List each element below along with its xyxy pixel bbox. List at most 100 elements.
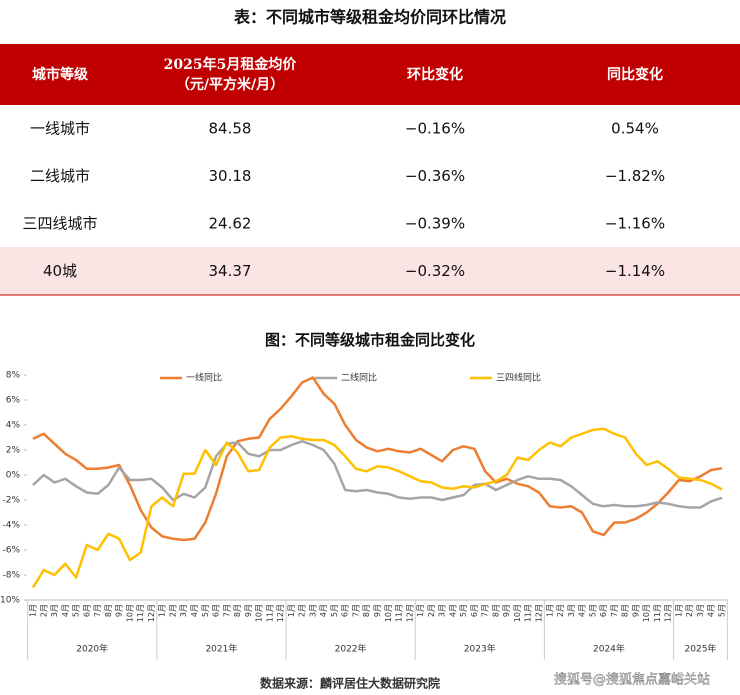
y-tick-label: -4%: [2, 521, 20, 531]
header-cell: 城市等级: [32, 66, 89, 83]
x-tick-label: 3月: [696, 604, 705, 617]
x-tick-label: 5月: [718, 604, 727, 617]
table-cell: 三四线城市: [22, 215, 97, 233]
x-tick-label: 2月: [556, 604, 565, 617]
x-tick-label: 7月: [351, 604, 360, 617]
x-tick-label: 4月: [707, 604, 716, 617]
x-group-label: 2023年: [464, 643, 496, 655]
series-line: [31, 427, 723, 589]
x-tick-label: 6月: [82, 604, 91, 617]
x-tick-label: 8月: [491, 604, 500, 617]
x-tick-label: 11月: [136, 604, 145, 622]
x-tick-label: 6月: [470, 604, 479, 617]
x-group-label: 2021年: [205, 643, 237, 655]
x-tick-label: 1月: [674, 604, 683, 617]
x-tick-label: 6月: [341, 604, 350, 617]
x-tick-label: 11月: [265, 604, 274, 622]
table-cell: −1.14%: [605, 262, 665, 280]
x-tick-label: 2月: [39, 604, 48, 617]
x-tick-label: 8月: [104, 604, 113, 617]
y-tick-label: -10%: [0, 596, 20, 606]
table-cell: −1.82%: [605, 167, 665, 185]
x-tick-label: 6月: [599, 604, 608, 617]
y-tick-label: 2%: [6, 446, 21, 456]
x-tick-label: 2月: [168, 604, 177, 617]
x-tick-label: 3月: [438, 604, 447, 617]
x-tick-label: 12月: [276, 604, 285, 622]
table-cell: 84.58: [209, 120, 252, 138]
x-tick-label: 10月: [384, 604, 393, 622]
x-tick-label: 4月: [190, 604, 199, 617]
y-tick-label: -2%: [2, 496, 20, 506]
x-tick-label: 4月: [319, 604, 328, 617]
y-tick-label: 4%: [6, 421, 21, 431]
x-tick-label: 11月: [524, 604, 533, 622]
chart-title: 图：不同等级城市租金同比变化: [265, 331, 475, 349]
table-cell: −0.16%: [405, 120, 465, 138]
legend-label: 一线同比: [186, 372, 222, 384]
x-tick-label: 4月: [61, 604, 70, 617]
x-tick-label: 9月: [244, 604, 253, 617]
x-tick-label: 11月: [395, 604, 404, 622]
x-tick-label: 8月: [621, 604, 630, 617]
table-cell: −0.32%: [405, 262, 465, 280]
table-cell: 40城: [43, 262, 77, 280]
table-cell: 30.18: [209, 167, 252, 185]
chart: -10%-8%-6%-4%-2%0%2%4%6%8%1月2月3月4月5月6月7月…: [0, 371, 728, 660]
x-tick-label: 5月: [72, 604, 81, 617]
x-tick-label: 3月: [50, 604, 59, 617]
table-cell: −0.36%: [405, 167, 465, 185]
watermark: 搜狐号@搜狐焦点嘉峪关站: [554, 673, 710, 688]
table-title: 表：不同城市等级租金均价同环比情况: [233, 8, 506, 27]
y-tick-label: 6%: [6, 396, 21, 406]
x-tick-label: 5月: [330, 604, 339, 617]
table-cell: −0.39%: [405, 215, 465, 233]
x-tick-label: 10月: [255, 604, 264, 622]
series-line: [32, 376, 723, 542]
x-tick-label: 5月: [201, 604, 210, 617]
x-tick-label: 12月: [405, 604, 414, 622]
x-tick-label: 2月: [298, 604, 307, 617]
x-tick-label: 1月: [158, 604, 167, 617]
x-tick-label: 12月: [664, 604, 673, 622]
y-tick-label: 8%: [6, 371, 21, 381]
x-tick-label: 6月: [212, 604, 221, 617]
x-tick-label: 9月: [502, 604, 511, 617]
x-tick-label: 5月: [459, 604, 468, 617]
x-tick-label: 4月: [578, 604, 587, 617]
x-tick-label: 11月: [653, 604, 662, 622]
x-group-label: 2024年: [593, 643, 625, 655]
x-tick-label: 9月: [373, 604, 382, 617]
header-cell: 同比变化: [607, 66, 663, 83]
x-tick-label: 2月: [427, 604, 436, 617]
x-tick-label: 5月: [588, 604, 597, 617]
legend-label: 三四线同比: [496, 372, 541, 384]
x-tick-label: 1月: [545, 604, 554, 617]
x-tick-label: 1月: [29, 604, 38, 617]
header-cell: （元/平方米/月）: [176, 76, 284, 93]
x-group-label: 2022年: [335, 643, 367, 655]
source: 数据来源：麟评居住大数据研究院: [260, 676, 440, 691]
y-tick-label: 0%: [6, 471, 21, 481]
table-header: [0, 44, 740, 105]
x-tick-label: 2月: [685, 604, 694, 617]
x-tick-label: 4月: [448, 604, 457, 617]
header-cell: 环比变化: [407, 66, 463, 83]
x-tick-label: 12月: [147, 604, 156, 622]
x-tick-label: 8月: [362, 604, 371, 617]
x-group-label: 2025年: [685, 643, 717, 655]
x-tick-label: 8月: [233, 604, 242, 617]
table-cell: 0.54%: [611, 120, 659, 138]
x-tick-label: 10月: [513, 604, 522, 622]
x-tick-label: 1月: [416, 604, 425, 617]
x-tick-label: 3月: [179, 604, 188, 617]
legend-label: 二线同比: [341, 372, 377, 384]
x-tick-label: 7月: [222, 604, 231, 617]
table-cell: 24.62: [209, 215, 252, 233]
x-tick-label: 3月: [567, 604, 576, 617]
series-line: [32, 440, 723, 509]
x-tick-label: 1月: [287, 604, 296, 617]
x-tick-label: 12月: [534, 604, 543, 622]
